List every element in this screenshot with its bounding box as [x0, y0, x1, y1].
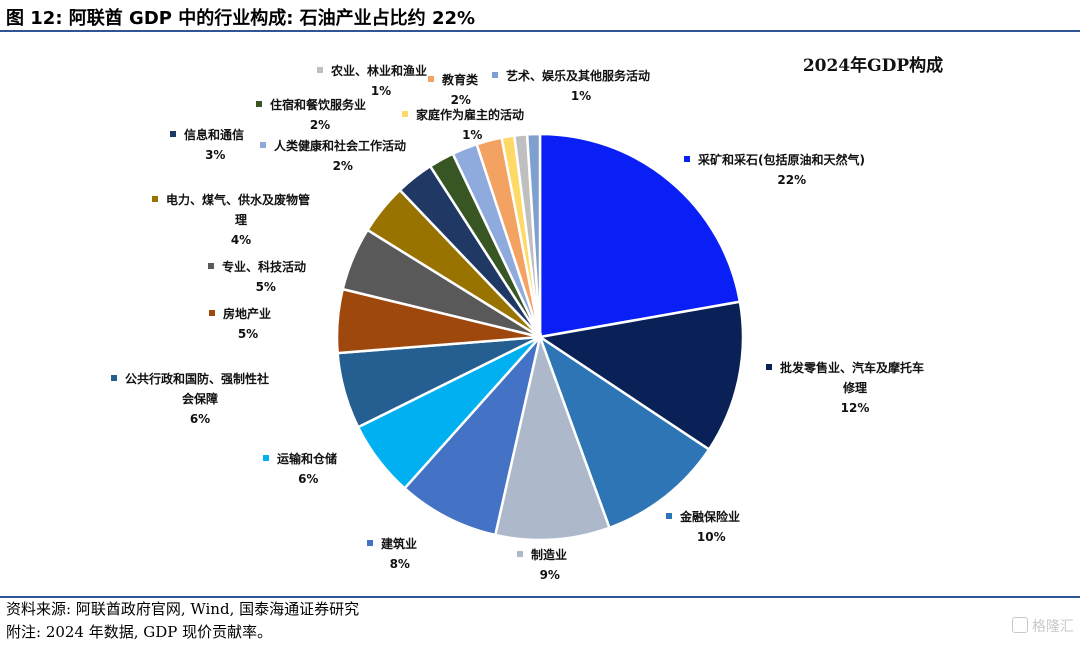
slice-value-12: 2%	[310, 118, 330, 132]
legend-marker-7	[111, 375, 117, 381]
slice-label-text-2-1: 批发零售业、汽车及摩托车	[780, 360, 924, 375]
slice-label-text-7-1: 公共行政和国防、强制性社	[125, 371, 269, 386]
legend-marker-3	[666, 513, 672, 519]
slice-label-text-11-1: 信息和通信	[184, 127, 244, 142]
watermark-logo-icon	[1012, 617, 1028, 633]
slice-label-15: 家庭作为雇主的活动 1%	[402, 107, 524, 142]
chart-title: 2024年GDP构成	[803, 55, 943, 76]
legend-marker-4	[517, 551, 523, 557]
slice-label-text-8-1: 房地产业	[223, 306, 271, 321]
title-rule	[0, 30, 1080, 32]
slice-label-1: 采矿和采石(包括原油和天然气) 22%	[684, 152, 865, 187]
slice-label-text-17-1: 艺术、娱乐及其他服务活动	[506, 68, 650, 83]
slice-2	[536, 300, 745, 452]
slice-value-15: 1%	[462, 128, 482, 142]
slice-value-7: 6%	[190, 412, 210, 426]
slice-label-13: 人类健康和社会工作活动 2%	[260, 138, 406, 173]
slice-17	[525, 132, 542, 338]
slice-label-text-3-1: 金融保险业	[679, 509, 740, 524]
slice-label-8: 房地产业 5%	[209, 306, 271, 341]
slice-label-text-10-2: 理	[235, 213, 247, 227]
legend-marker-15	[402, 111, 408, 117]
slice-label-text-15-1: 家庭作为雇主的活动	[416, 107, 524, 122]
slice-value-2: 12%	[841, 401, 870, 415]
slice-label-11: 信息和通信 3%	[170, 127, 244, 162]
slice-value-17: 1%	[571, 89, 591, 103]
slice-label-12: 住宿和餐饮服务业 2%	[256, 97, 366, 132]
legend-marker-1	[684, 156, 690, 162]
watermark: 格隆汇	[1012, 616, 1074, 636]
legend-marker-14	[428, 76, 434, 82]
slice-label-16: 农业、林业和渔业 1%	[317, 63, 427, 98]
slice-label-text-6-1: 运输和仓储	[277, 451, 337, 466]
legend-marker-5	[367, 540, 373, 546]
legend-marker-11	[170, 131, 176, 137]
slice-label-text-4-1: 制造业	[531, 547, 567, 562]
source-notes: 资料来源: 阿联酋政府官网, Wind, 国泰海通证券研究 附注: 2024 年…	[6, 598, 359, 644]
legend-marker-9	[208, 263, 214, 269]
slice-label-text-12-1: 住宿和餐饮服务业	[270, 97, 366, 112]
slice-1	[538, 132, 742, 339]
watermark-text: 格隆汇	[1032, 619, 1074, 635]
slice-label-text-13-1: 人类健康和社会工作活动	[274, 138, 406, 153]
slice-label-text-2-2: 修理	[842, 380, 867, 395]
pie-chart: 2024年GDP构成 采矿和采石(包括原油和天然气) 22% 批发零售业、汽车及摩托…	[111, 55, 943, 582]
pie-slices	[335, 132, 745, 542]
slice-value-1: 22%	[777, 173, 806, 187]
slice-label-text-1-1: 采矿和采石(包括原油和天然气)	[697, 152, 865, 167]
slice-label-6: 运输和仓储 6%	[263, 451, 337, 486]
slice-4	[493, 332, 612, 542]
legend-marker-6	[263, 455, 269, 461]
note-text: 附注: 2024 年数据, GDP 现价贡献率。	[6, 623, 273, 641]
legend-marker-13	[260, 142, 266, 148]
slice-3	[537, 333, 711, 530]
figure-title: 图 12: 阿联酋 GDP 中的行业构成: 石油产业占比约 22%	[6, 8, 476, 29]
slice-5	[402, 332, 543, 537]
legend-marker-12	[256, 101, 262, 107]
legend-marker-17	[492, 72, 498, 78]
slice-label-17: 艺术、娱乐及其他服务活动 1%	[492, 68, 650, 103]
source-text: 资料来源: 阿联酋政府官网, Wind, 国泰海通证券研究	[6, 600, 360, 618]
footer-rule	[0, 596, 1080, 598]
slice-label-3: 金融保险业 10%	[666, 509, 740, 544]
legend-marker-2	[766, 364, 772, 370]
slice-value-13: 2%	[333, 159, 353, 173]
slice-value-3: 10%	[697, 530, 726, 544]
slice-label-text-5-1: 建筑业	[380, 536, 417, 551]
slice-label-14: 教育类 2%	[428, 72, 479, 107]
slice-value-10: 4%	[231, 233, 251, 247]
slice-value-5: 8%	[390, 557, 410, 571]
slice-value-6: 6%	[298, 472, 318, 486]
slice-value-4: 9%	[540, 568, 560, 582]
slice-value-9: 5%	[256, 280, 276, 294]
slice-label-text-9-1: 专业、科技活动	[222, 259, 306, 274]
slice-label-4: 制造业 9%	[517, 547, 567, 582]
slice-label-9: 专业、科技活动 5%	[208, 259, 306, 294]
legend-marker-10	[152, 196, 158, 202]
slice-value-16: 1%	[371, 84, 391, 98]
slice-value-11: 3%	[205, 148, 225, 162]
slice-value-8: 5%	[238, 327, 258, 341]
slice-label-text-7-2: 会保障	[182, 391, 218, 406]
slice-label-text-14-1: 教育类	[441, 72, 479, 87]
slice-label-text-10-1: 电力、煤气、供水及废物管	[166, 192, 310, 207]
slice-label-5: 建筑业 8%	[367, 536, 417, 571]
slice-value-14: 2%	[451, 93, 471, 107]
legend-marker-8	[209, 310, 215, 316]
legend-marker-16	[317, 67, 323, 73]
slice-label-text-16-1: 农业、林业和渔业	[330, 63, 427, 78]
